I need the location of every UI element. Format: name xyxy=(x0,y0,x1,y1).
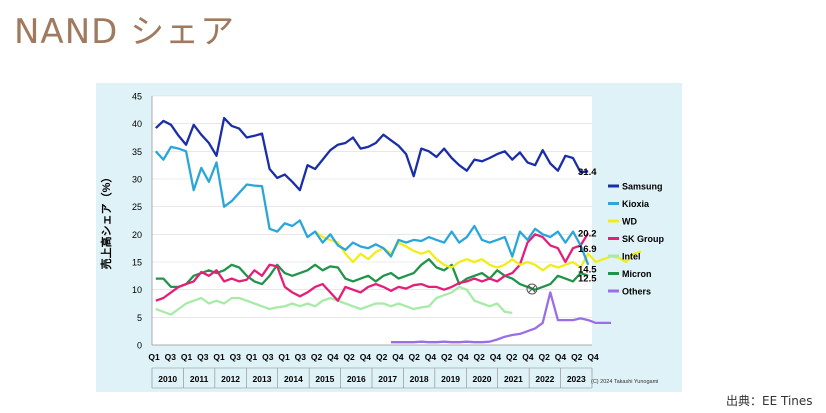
x-quarter-label: Q2 xyxy=(539,352,551,362)
x-quarter-label: Q1 xyxy=(148,352,160,362)
x-quarter-label: Q2 xyxy=(408,352,420,362)
y-axis-label: 売上高シェア（%） xyxy=(99,172,113,270)
series-line-micron xyxy=(155,258,589,291)
plot-area xyxy=(152,96,592,345)
x-quarter-label: Q2 xyxy=(474,352,486,362)
y-tick-label: 45 xyxy=(132,92,142,102)
x-quarter-label: Q4 xyxy=(555,352,567,362)
end-label-micron: 12.5 xyxy=(578,273,597,284)
legend-label: Intel xyxy=(622,252,641,262)
x-quarter-label: Q4 xyxy=(425,352,437,362)
x-quarter-label: Q3 xyxy=(197,352,209,362)
x-quarter-label: Q3 xyxy=(295,352,307,362)
x-quarter-label: Q4 xyxy=(490,352,502,362)
y-tick-label: 40 xyxy=(132,119,142,129)
x-quarter-label: Q1 xyxy=(213,352,225,362)
series-line-sk-group xyxy=(155,232,590,302)
legend-label: WD xyxy=(622,217,637,227)
series-lines xyxy=(154,116,642,344)
y-tick-label: 10 xyxy=(132,285,142,295)
y-tick-label: 25 xyxy=(132,202,142,212)
legend: Samsung Kioxia WD SK Group Intel Micron Others xyxy=(608,182,665,297)
page-title: NAND シェア xyxy=(14,12,236,52)
x-year-label: 2023 xyxy=(567,374,586,384)
y-tick-label: 5 xyxy=(137,313,142,323)
x-quarter-label: Q1 xyxy=(278,352,290,362)
x-quarter-label: Q4 xyxy=(522,352,534,362)
legend-label: Samsung xyxy=(622,182,663,192)
x-year-label: 2012 xyxy=(221,374,240,384)
end-label-wd: 16.9 xyxy=(578,244,597,255)
x-year-label: 2018 xyxy=(410,374,429,384)
series-line-wd xyxy=(314,230,642,272)
x-quarter-label: Q3 xyxy=(165,352,177,362)
x-quarter-label: Q2 xyxy=(571,352,583,362)
x-year-label: 2010 xyxy=(158,374,177,384)
x-quarter-label: Q4 xyxy=(587,352,599,362)
end-label-sk-group: 20.2 xyxy=(578,229,597,240)
x-year-label: 2013 xyxy=(253,374,272,384)
x-quarter-label: Q4 xyxy=(392,352,404,362)
y-tick-label: 20 xyxy=(132,230,142,240)
source-credit: 出典：EE Tines xyxy=(726,394,813,408)
copyright-note: (C) 2024 Takashi Yunogami xyxy=(591,379,658,385)
x-quarter-label: Q3 xyxy=(230,352,242,362)
x-year-label: 2015 xyxy=(315,374,334,384)
y-tick-label: 15 xyxy=(132,258,142,268)
nand-share-line-chart: 0 5 10 15 20 25 30 35 40 45 Q1 Q3 Q1 Q3 Q1 Q3 Q1 Q3 Q1 Q3 Q2… xyxy=(96,83,682,392)
x-year-label: 2014 xyxy=(284,374,303,384)
series-line-intel xyxy=(155,285,513,316)
legend-label: Kioxia xyxy=(622,199,650,209)
axis-labels: 0 5 10 15 20 25 30 35 40 45 Q1 Q3 Q1 Q3 Q1 Q3 Q1 Q3 Q1 Q3 Q2… xyxy=(132,92,599,389)
x-quarter-label: Q4 xyxy=(457,352,469,362)
x-year-label: 2017 xyxy=(378,374,397,384)
legend-label: SK Group xyxy=(622,234,665,244)
x-quarter-label: Q1 xyxy=(181,352,193,362)
series-line-kioxia xyxy=(154,145,590,266)
y-tick-label: 35 xyxy=(132,147,142,157)
series-line-others xyxy=(391,291,611,344)
x-year-label: 2011 xyxy=(190,374,209,384)
x-quarter-label: Q2 xyxy=(343,352,355,362)
x-quarter-label: Q2 xyxy=(311,352,323,362)
x-quarter-label: Q2 xyxy=(441,352,453,362)
y-tick-label: 0 xyxy=(137,341,142,351)
x-year-label: 2021 xyxy=(504,374,523,384)
end-label-samsung: 31.4 xyxy=(578,167,597,178)
y-tick-label: 30 xyxy=(132,175,142,185)
x-quarter-label: Q2 xyxy=(376,352,388,362)
x-year-label: 2019 xyxy=(441,374,460,384)
legend-label: Others xyxy=(622,287,651,297)
x-quarter-label: Q3 xyxy=(262,352,274,362)
x-year-label: 2016 xyxy=(347,374,366,384)
series-line-samsung xyxy=(155,116,589,192)
x-year-label: 2022 xyxy=(535,374,554,384)
cursor-icon xyxy=(526,283,538,295)
legend-label: Micron xyxy=(622,269,652,279)
x-quarter-label: Q1 xyxy=(246,352,258,362)
x-quarter-label: Q4 xyxy=(360,352,372,362)
x-quarter-label: Q4 xyxy=(327,352,339,362)
end-label-kioxia: 14.5 xyxy=(578,264,597,275)
x-year-label: 2020 xyxy=(473,374,492,384)
grid-lines xyxy=(151,95,592,346)
x-quarter-label: Q2 xyxy=(506,352,518,362)
